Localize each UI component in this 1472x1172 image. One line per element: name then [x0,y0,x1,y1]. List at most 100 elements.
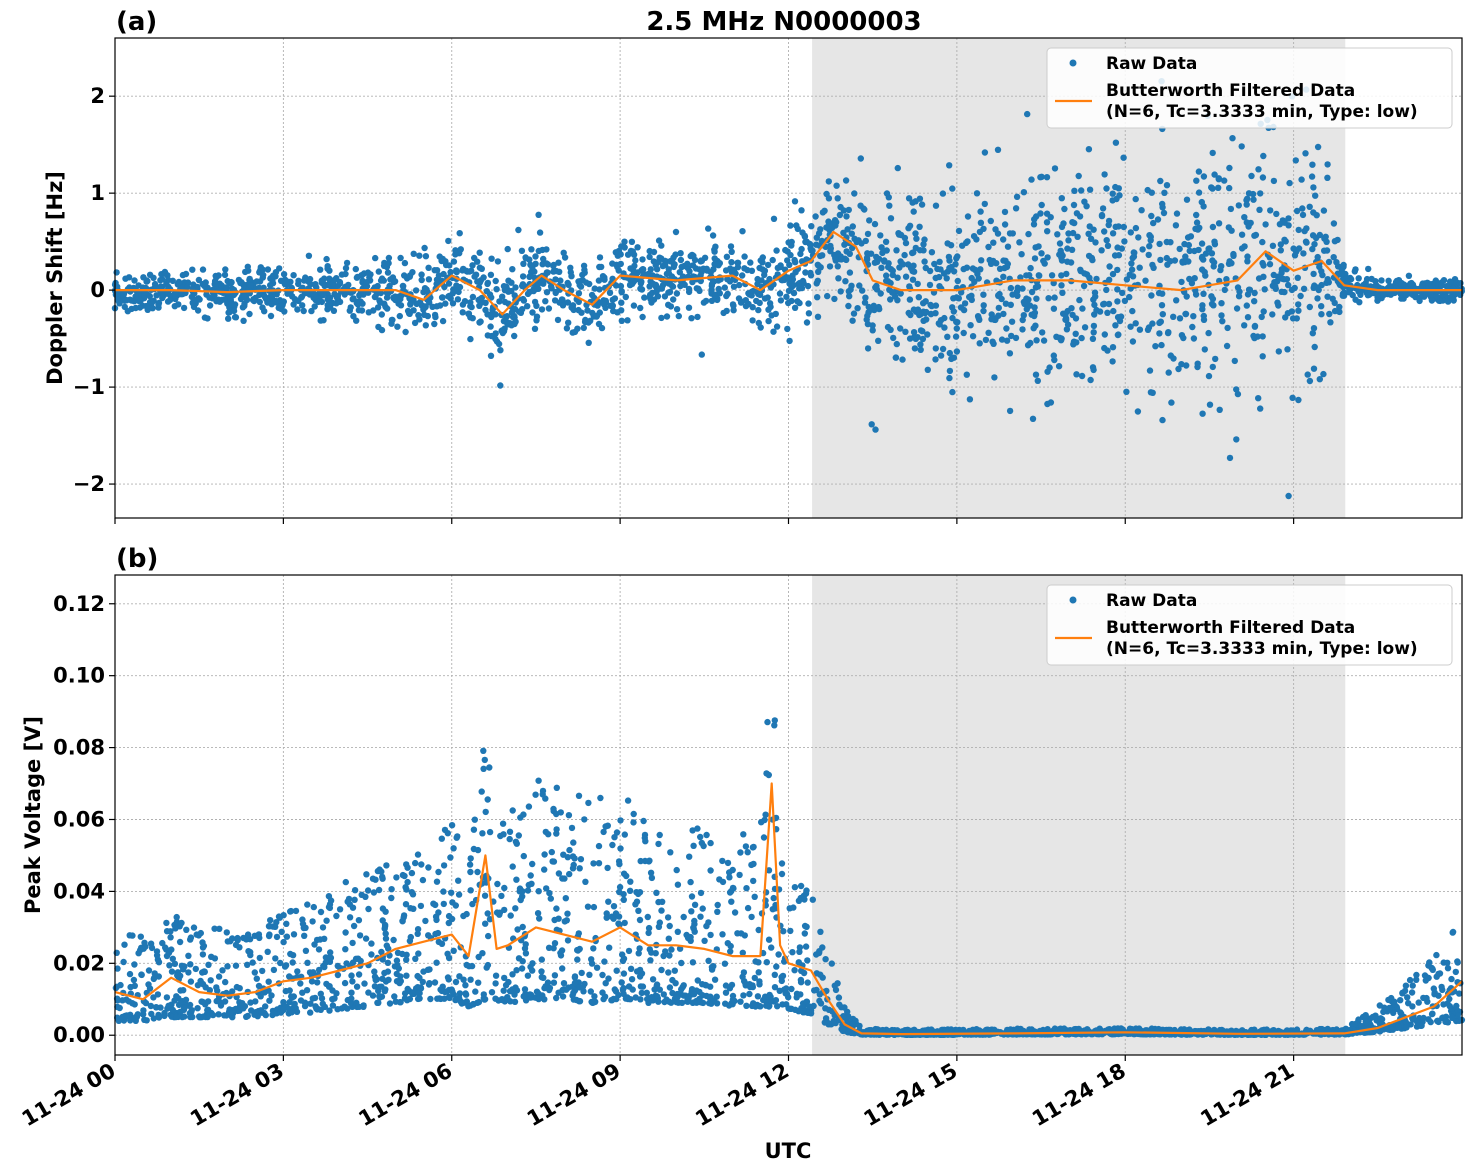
raw-data-point [565,281,572,288]
raw-data-point [730,266,737,273]
raw-data-point [1180,334,1187,342]
raw-data-point [1044,254,1051,261]
raw-data-point [871,220,879,228]
raw-data-point [445,954,453,962]
raw-data-point [1259,174,1267,181]
raw-data-point [222,296,229,303]
raw-data-point [492,980,499,987]
raw-data-point [386,1000,394,1007]
raw-data-point [481,996,488,1003]
raw-data-point [690,842,697,849]
raw-data-point [1312,192,1319,199]
raw-data-point [1246,286,1254,293]
raw-data-point [1167,258,1174,265]
raw-data-point [1331,238,1339,245]
raw-data-point [1158,341,1165,349]
raw-data-point [1093,275,1100,283]
raw-data-point [375,323,382,331]
raw-data-point [418,861,425,868]
raw-data-point [415,950,422,957]
raw-data-point [1058,254,1065,262]
raw-data-point [334,971,342,979]
raw-data-point [401,259,409,267]
raw-data-point [787,927,794,935]
raw-data-point [375,886,383,894]
raw-data-point [420,306,427,313]
raw-data-point [876,305,883,313]
raw-data-point [1092,239,1099,246]
raw-data-point [1259,238,1266,246]
raw-data-point [672,228,680,236]
raw-data-point [686,853,693,860]
raw-data-point [819,209,827,216]
raw-data-point [1378,277,1385,284]
raw-data-point [1163,182,1171,189]
raw-data-point [741,253,748,260]
raw-data-point [763,1002,770,1009]
raw-data-point [512,284,519,291]
raw-data-point [211,955,219,962]
raw-data-point [919,335,927,343]
raw-data-point [1020,298,1028,306]
raw-data-point [620,970,628,977]
raw-data-point [1045,295,1052,302]
raw-data-point [577,278,584,285]
raw-data-point [790,289,798,297]
raw-data-point [558,296,566,303]
raw-data-point [1060,220,1067,227]
raw-data-point [223,929,230,936]
raw-data-point [408,869,416,877]
raw-data-point [1138,207,1145,214]
raw-data-point [266,997,273,1004]
raw-data-point [813,280,820,287]
raw-data-point [1295,301,1302,308]
raw-data-point [913,235,920,242]
raw-data-point [928,302,935,310]
raw-data-point [1058,195,1066,202]
raw-data-point [1269,311,1276,318]
raw-data-point [1026,272,1033,279]
raw-data-point [711,976,719,983]
raw-data-point [536,915,543,922]
raw-data-point [200,942,208,950]
raw-data-point [485,932,492,940]
raw-data-point [636,889,644,896]
raw-data-point [272,297,280,305]
raw-data-point [557,277,564,284]
raw-data-point [896,264,903,271]
raw-data-point [711,260,718,268]
raw-data-point [566,870,573,878]
raw-data-point [1146,367,1154,374]
raw-data-point [362,893,369,900]
raw-data-point [342,929,349,936]
raw-data-point [741,265,748,272]
raw-data-point [476,249,483,256]
raw-data-point [401,872,408,880]
raw-data-point [724,276,731,283]
raw-data-point [1284,346,1291,353]
raw-data-point [953,348,961,355]
raw-data-point [1163,238,1171,246]
raw-data-point [1280,276,1288,283]
raw-data-point [618,299,625,306]
raw-data-point [877,290,884,297]
raw-data-point [1321,247,1328,254]
raw-data-point [1453,1002,1460,1010]
raw-data-point [936,258,943,265]
raw-data-point [813,986,820,994]
raw-data-point [519,923,526,931]
raw-data-point [270,966,278,974]
raw-data-point [837,288,844,295]
raw-data-point [1238,245,1246,252]
raw-data-point [1070,341,1077,348]
raw-data-point [1257,190,1264,197]
raw-data-point [580,262,588,269]
raw-data-point [422,917,429,925]
raw-data-point [834,195,841,202]
raw-data-point [455,994,463,1001]
raw-data-point [290,272,297,279]
raw-data-point [1170,355,1177,362]
raw-data-point [905,195,913,202]
raw-data-point [656,285,663,292]
raw-data-point [719,857,726,865]
